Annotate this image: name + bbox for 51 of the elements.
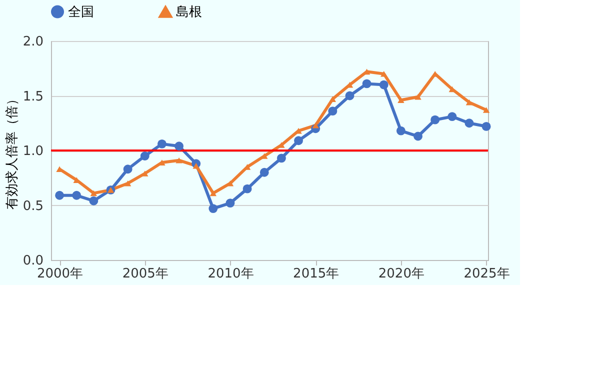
point [294, 136, 303, 146]
point [414, 132, 422, 141]
y-tick-label: 0.0 [22, 254, 44, 268]
x-tick-label: 2000年 [36, 266, 84, 282]
point [380, 70, 388, 77]
x-tick-label: 2005年 [122, 266, 168, 282]
point [329, 96, 336, 102]
point [192, 162, 200, 169]
point [89, 196, 98, 206]
point [123, 164, 132, 174]
point [328, 106, 338, 116]
point [140, 152, 150, 160]
point [362, 79, 372, 88]
y-tick-label: 1.0 [22, 144, 44, 159]
x-tick-label: 2020年 [378, 266, 424, 282]
point [396, 126, 406, 136]
point [157, 139, 166, 148]
point [430, 115, 440, 124]
point [208, 204, 218, 213]
legend-label: 全国 [68, 4, 94, 20]
point [482, 107, 490, 113]
point [414, 94, 422, 100]
y-tick-label: 2.0 [22, 34, 44, 50]
point [226, 198, 235, 208]
x-tick-label: 2025年 [464, 266, 510, 282]
point [276, 154, 286, 163]
x-tick-label: 2010年 [208, 266, 254, 282]
x-tick-label: 2015年 [293, 266, 340, 282]
point [226, 180, 234, 186]
y-tick-label: 1.5 [22, 89, 44, 104]
point [124, 180, 132, 186]
point [176, 157, 182, 164]
point [482, 122, 491, 131]
point [312, 122, 319, 128]
point [464, 118, 474, 128]
point [242, 184, 252, 194]
point [142, 170, 148, 176]
point [260, 168, 269, 177]
legend-label: 島根 [176, 5, 202, 20]
point [379, 80, 388, 90]
point [466, 99, 473, 106]
point [90, 190, 98, 196]
point [174, 142, 184, 151]
y-tick-label: 0.5 [22, 198, 44, 214]
y-axis-title: 有効求人倍率（倍） [4, 92, 20, 210]
point [398, 97, 404, 104]
point [210, 190, 217, 196]
point [345, 91, 354, 100]
point [55, 190, 64, 200]
point [448, 112, 457, 122]
point [72, 190, 82, 200]
